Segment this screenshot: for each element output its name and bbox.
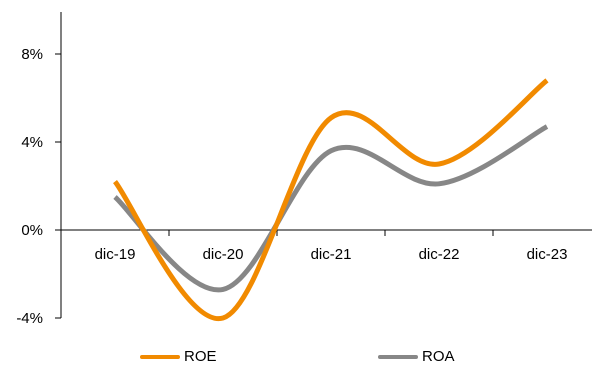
- legend-item-roa: ROA: [378, 348, 455, 365]
- x-tick-label: dic-20: [203, 246, 244, 263]
- axes: [55, 12, 592, 318]
- series-layer: [115, 80, 547, 318]
- y-tick-label: 0%: [21, 222, 43, 239]
- series-line-roe: [115, 80, 547, 318]
- legend-label-roe: ROE: [184, 348, 217, 365]
- legend-swatch-roe: [140, 355, 180, 359]
- y-tick-label: 4%: [21, 134, 43, 151]
- x-tick-label: dic-22: [419, 246, 460, 263]
- legend-swatch-roa: [378, 355, 418, 359]
- legend-label-roa: ROA: [422, 348, 455, 365]
- legend-item-roe: ROE: [140, 348, 217, 365]
- series-line-roa: [115, 127, 547, 290]
- y-tick-label: 8%: [21, 46, 43, 63]
- x-tick-label: dic-19: [95, 246, 136, 263]
- x-tick-label: dic-21: [311, 246, 352, 263]
- y-tick-label: -4%: [16, 310, 43, 327]
- x-tick-label: dic-23: [527, 246, 568, 263]
